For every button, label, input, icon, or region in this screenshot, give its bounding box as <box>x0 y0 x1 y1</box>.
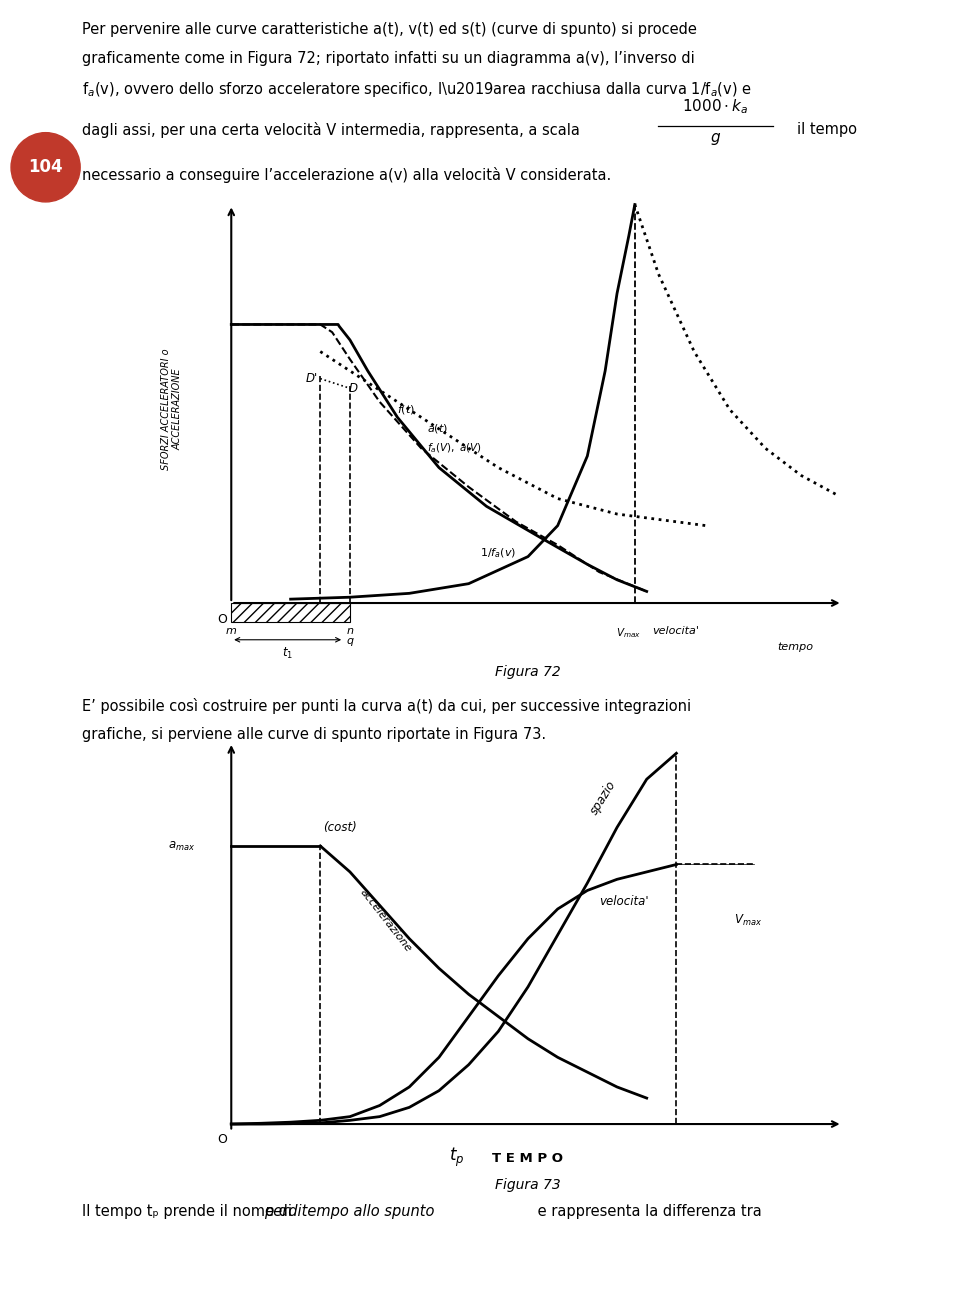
Text: q: q <box>347 636 353 646</box>
Text: (cost): (cost) <box>324 821 357 834</box>
Text: $t_p$: $t_p$ <box>449 1147 465 1169</box>
Text: tempo: tempo <box>777 642 813 652</box>
Text: velocita': velocita' <box>653 626 700 636</box>
Text: accelerazione: accelerazione <box>358 887 413 954</box>
Text: necessario a conseguire l’accelerazione a(v) alla velocità V considerata.: necessario a conseguire l’accelerazione … <box>82 167 611 182</box>
Text: il tempo: il tempo <box>797 122 856 136</box>
Text: $V_{max}$: $V_{max}$ <box>616 626 641 640</box>
Text: E’ possibile così costruire per punti la curva a(t) da cui, per successive integ: E’ possibile così costruire per punti la… <box>82 698 691 714</box>
Text: 104: 104 <box>28 159 63 176</box>
Text: dagli assi, per una certa velocità V intermedia, rappresenta, a scala: dagli assi, per una certa velocità V int… <box>82 122 580 138</box>
Text: O: O <box>217 1134 228 1147</box>
Text: perditempo allo spunto: perditempo allo spunto <box>264 1204 435 1219</box>
Text: graficamente come in Figura 72; riportato infatti su un diagramma a(v), l’invers: graficamente come in Figura 72; riportat… <box>82 51 694 66</box>
Text: $t_1$: $t_1$ <box>282 646 293 661</box>
Text: $f_a(V),\ a(V)$: $f_a(V),\ a(V)$ <box>427 441 482 455</box>
Text: $1/f_a(v)$: $1/f_a(v)$ <box>480 546 516 559</box>
Text: f$_a$(v), ovvero dello sforzo acceleratore specifico, l\u2019area racchiusa dall: f$_a$(v), ovvero dello sforzo accelerato… <box>82 80 752 98</box>
Text: D': D' <box>305 373 318 386</box>
Text: e rappresenta la differenza tra: e rappresenta la differenza tra <box>533 1204 761 1219</box>
Text: T E M P O: T E M P O <box>492 1152 564 1165</box>
Text: $a(t)$: $a(t)$ <box>427 422 448 436</box>
Text: Figura 73: Figura 73 <box>495 1178 561 1193</box>
Text: D: D <box>348 382 357 395</box>
Text: $1000 \cdot k_a$: $1000 \cdot k_a$ <box>682 97 749 117</box>
Text: m: m <box>226 626 237 636</box>
Text: $a_{max}$: $a_{max}$ <box>168 840 196 853</box>
Text: Per pervenire alle curve caratteristiche a(t), v(t) ed s(t) (curve di spunto) si: Per pervenire alle curve caratteristiche… <box>82 22 696 37</box>
Text: O: O <box>217 613 228 626</box>
Text: Figura 72: Figura 72 <box>495 665 561 680</box>
Text: $g$: $g$ <box>709 131 721 147</box>
Circle shape <box>12 133 80 202</box>
Text: SFORZI ACCELERATORI o
ACCELERAZIONE: SFORZI ACCELERATORI o ACCELERAZIONE <box>161 349 182 471</box>
Bar <box>231 604 350 622</box>
Text: Il tempo tₚ prende il nome di: Il tempo tₚ prende il nome di <box>82 1204 297 1219</box>
Text: spazio: spazio <box>588 778 618 817</box>
Text: velocita': velocita' <box>599 895 649 908</box>
Text: n: n <box>347 626 353 636</box>
Text: $f(t)$: $f(t)$ <box>397 403 416 416</box>
Text: $V_{max}$: $V_{max}$ <box>733 913 761 928</box>
Text: grafiche, si perviene alle curve di spunto riportate in Figura 73.: grafiche, si perviene alle curve di spun… <box>82 727 545 741</box>
